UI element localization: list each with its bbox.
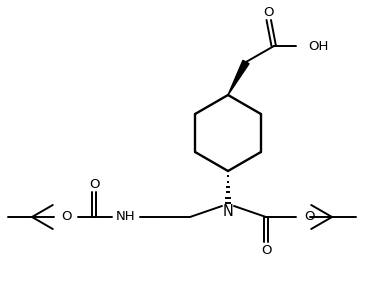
Text: O: O [61, 210, 71, 224]
Text: OH: OH [308, 40, 328, 52]
Text: O: O [89, 178, 99, 190]
Text: NH: NH [116, 210, 136, 224]
Text: N: N [223, 204, 234, 218]
Text: O: O [304, 210, 315, 224]
Polygon shape [228, 60, 249, 95]
Text: O: O [264, 5, 274, 18]
Text: O: O [261, 243, 271, 257]
